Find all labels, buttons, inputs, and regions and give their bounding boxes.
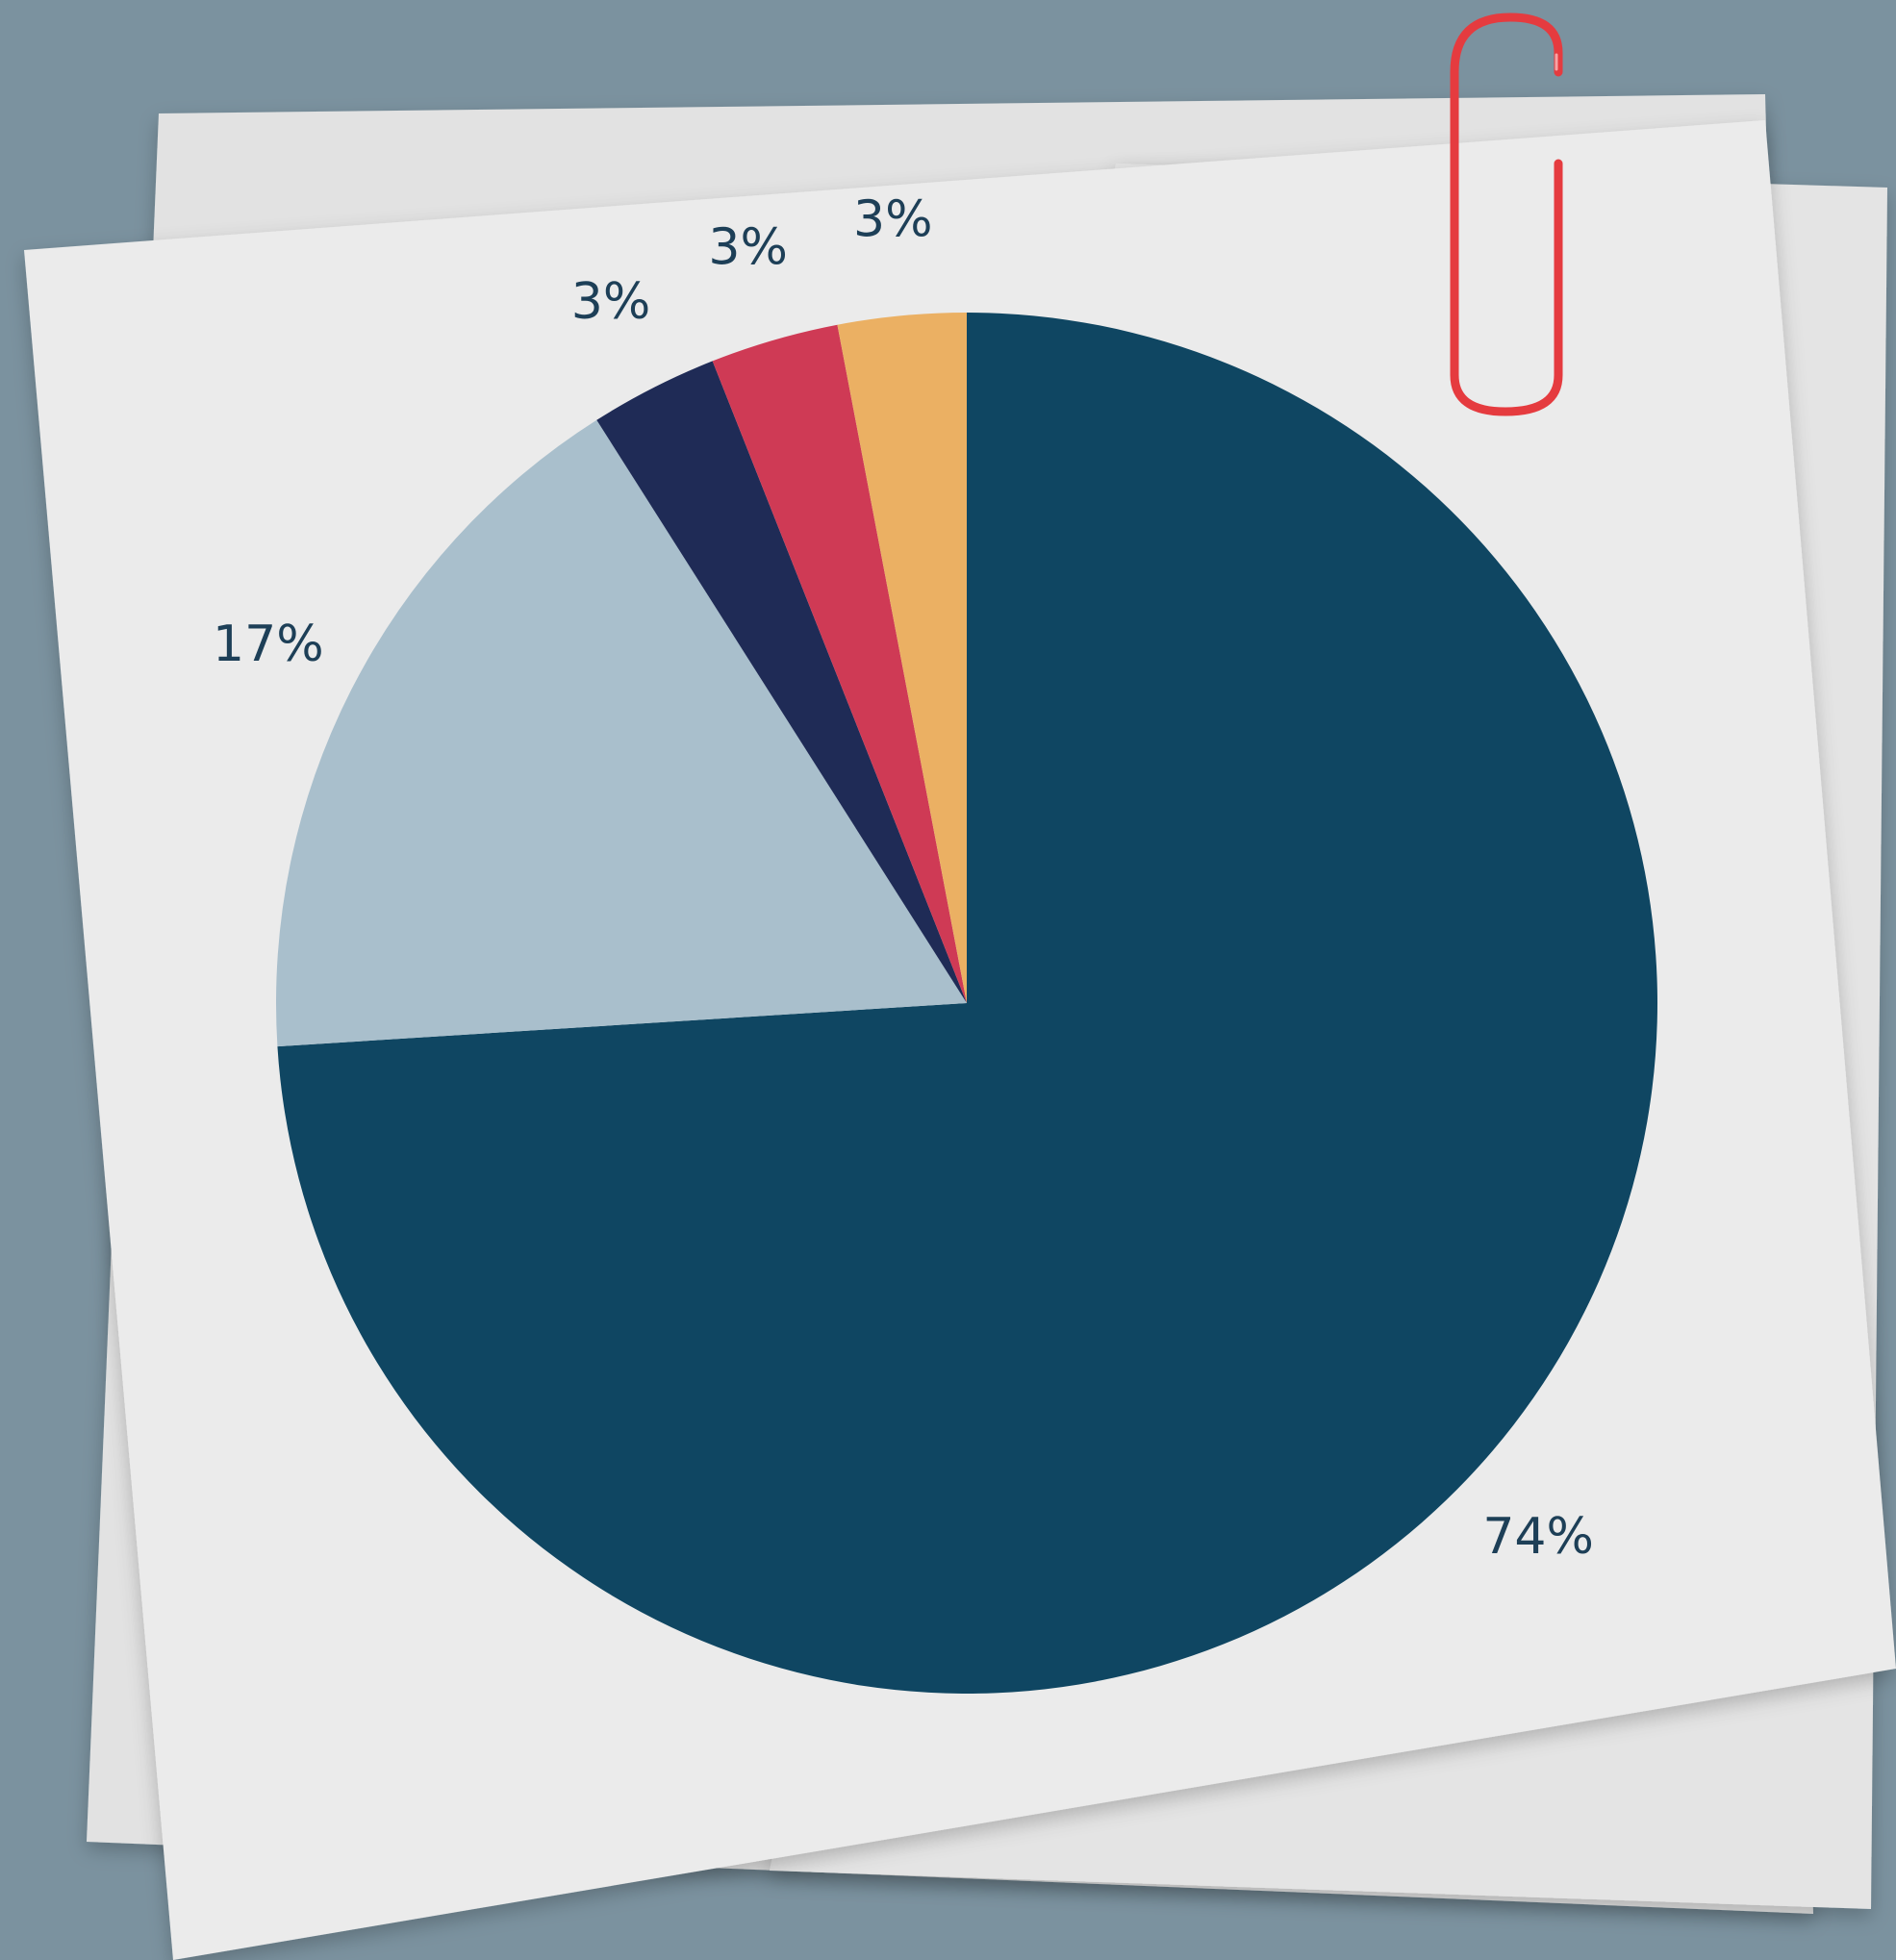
pie-slice-1 xyxy=(277,313,1658,1695)
pie-slice-label-1: 74% xyxy=(1482,1508,1594,1566)
pie-slice-label-3: 3% xyxy=(571,273,651,331)
pie-slice-2 xyxy=(276,419,967,1047)
pie-slice-5 xyxy=(837,313,967,1003)
paperclip-icon xyxy=(1450,13,1563,416)
pie-chart xyxy=(276,313,1658,1695)
pie-slice-label-4: 3% xyxy=(708,218,788,276)
pie-slice-label-2: 17% xyxy=(213,616,324,673)
pie-slice-label-5: 3% xyxy=(853,191,933,249)
pie-slice-3 xyxy=(596,361,967,1003)
pie-labels: 74% 17% 3% 3% 3% xyxy=(213,191,1594,1566)
pie-slice-4 xyxy=(712,324,967,1003)
